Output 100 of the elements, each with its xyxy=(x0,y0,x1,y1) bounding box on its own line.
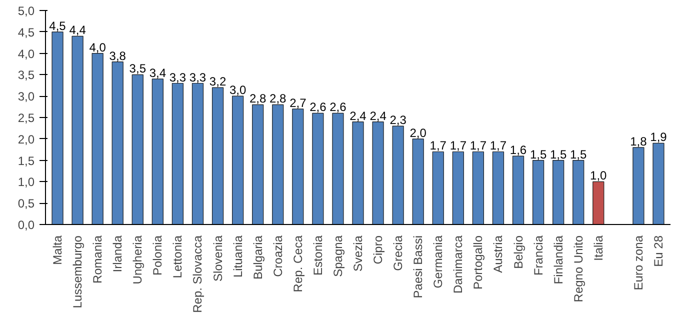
x-tick-label: Danimarca xyxy=(451,235,466,294)
bar xyxy=(492,151,504,224)
bar xyxy=(552,160,564,224)
x-tick-label: Malta xyxy=(50,235,65,265)
data-label: 3,3 xyxy=(189,70,206,84)
bar xyxy=(392,126,404,224)
y-tick-label: 1,5 xyxy=(18,154,35,168)
x-tick-label: Regno Unito xyxy=(571,235,586,302)
data-label: 3,4 xyxy=(149,66,166,80)
y-tick-label: 4,0 xyxy=(18,46,35,61)
x-tick-label: Finlandia xyxy=(551,235,566,284)
x-tick-label: Croazia xyxy=(270,235,285,277)
bar xyxy=(472,151,484,224)
data-label: 3,8 xyxy=(109,48,126,63)
x-tick-label: Estonia xyxy=(310,235,325,276)
data-label: 3,3 xyxy=(169,70,186,84)
data-label: 2,7 xyxy=(290,96,307,110)
bar xyxy=(292,108,304,224)
x-tick-label: Polonia xyxy=(150,235,165,276)
x-tick-label: Lituania xyxy=(230,235,245,278)
data-label: 1,5 xyxy=(530,147,547,162)
bar xyxy=(132,74,144,224)
data-label: 1,9 xyxy=(650,130,668,144)
y-tick-label: 0,5 xyxy=(18,196,35,211)
data-label: 2,8 xyxy=(250,92,267,106)
y-tick-label: 1,0 xyxy=(18,175,35,190)
x-tick-label: Francia xyxy=(531,235,546,276)
data-label: 1,5 xyxy=(550,147,567,162)
x-tick-label: Belgio xyxy=(511,235,526,269)
data-label: 4,5 xyxy=(49,18,66,33)
data-label: 2,6 xyxy=(310,100,327,114)
bar xyxy=(272,104,284,224)
y-tick-label: 3,5 xyxy=(18,68,35,82)
x-tick-label: Portogallo xyxy=(471,235,486,290)
data-label: 3,0 xyxy=(229,83,246,98)
y-tick-label: 4,5 xyxy=(18,25,35,40)
x-tick-label: Rep. Slovacca xyxy=(190,235,205,313)
data-label: 1,7 xyxy=(430,138,447,153)
y-tick-label: 5,0 xyxy=(18,4,35,18)
x-tick-label: Romania xyxy=(90,235,105,284)
bar xyxy=(232,96,244,224)
x-tick-label: Cipro xyxy=(371,235,386,264)
data-label: 1,5 xyxy=(570,147,588,162)
bar xyxy=(72,36,84,224)
data-label: 3,2 xyxy=(209,74,226,89)
x-tick-label: Euro zona xyxy=(631,235,646,290)
x-tick-label: Lussemburgo xyxy=(70,235,85,308)
data-label: 3,5 xyxy=(129,62,146,76)
data-label: 1,7 xyxy=(450,138,467,153)
x-tick-label: Ungheria xyxy=(130,235,145,284)
data-label: 2,3 xyxy=(390,113,407,128)
bar xyxy=(52,32,64,224)
bar xyxy=(192,82,204,224)
bar xyxy=(592,181,604,224)
x-tick-label: Germania xyxy=(431,235,446,288)
bar xyxy=(312,112,324,224)
x-tick-label: Bulgaria xyxy=(250,235,265,280)
bar xyxy=(532,160,544,224)
x-tick-label: Spagna xyxy=(330,235,345,277)
data-label: 2,4 xyxy=(350,108,367,123)
x-tick-label: Svezia xyxy=(351,235,365,272)
data-label: 2,6 xyxy=(330,100,347,114)
data-label: 4,4 xyxy=(69,23,86,38)
x-tick-label: Irlanda xyxy=(110,235,125,272)
data-label: 2,8 xyxy=(270,92,287,106)
bar xyxy=(412,138,424,224)
x-tick-label: Slovenia xyxy=(210,235,225,282)
y-tick-label: 2,5 xyxy=(18,111,35,125)
bar xyxy=(432,151,444,224)
bar xyxy=(652,142,664,224)
data-label: 4,0 xyxy=(89,40,106,54)
data-label: 2,0 xyxy=(410,126,427,140)
x-tick-label: Lettonia xyxy=(170,235,185,278)
bar xyxy=(252,104,264,224)
bar xyxy=(332,112,344,224)
data-label: 1,7 xyxy=(470,138,487,153)
data-label: 1,8 xyxy=(630,134,648,148)
x-tick-label: Grecia xyxy=(391,235,406,271)
bar xyxy=(632,147,644,224)
bar xyxy=(352,121,364,224)
x-tick-label: Austria xyxy=(491,235,506,273)
bar xyxy=(512,156,524,224)
x-tick-label: Eu 28 xyxy=(651,235,666,267)
bar xyxy=(152,78,164,224)
bar xyxy=(452,151,464,224)
y-tick-label: 3,0 xyxy=(18,90,35,104)
data-label: 2,4 xyxy=(370,108,387,123)
data-label: 1,7 xyxy=(490,138,507,153)
bar xyxy=(572,160,584,224)
data-label: 1,0 xyxy=(590,168,608,183)
bar xyxy=(372,121,384,224)
bar xyxy=(172,82,184,224)
y-tick-label: 2,0 xyxy=(18,132,35,146)
bar xyxy=(212,87,224,224)
bar xyxy=(112,62,124,224)
x-tick-label: Paesi Bassi xyxy=(411,235,426,298)
x-tick-label: Italia xyxy=(591,235,606,261)
y-tick-label: 0,0 xyxy=(18,218,35,232)
data-label: 1,6 xyxy=(510,143,527,158)
bar xyxy=(92,53,104,224)
